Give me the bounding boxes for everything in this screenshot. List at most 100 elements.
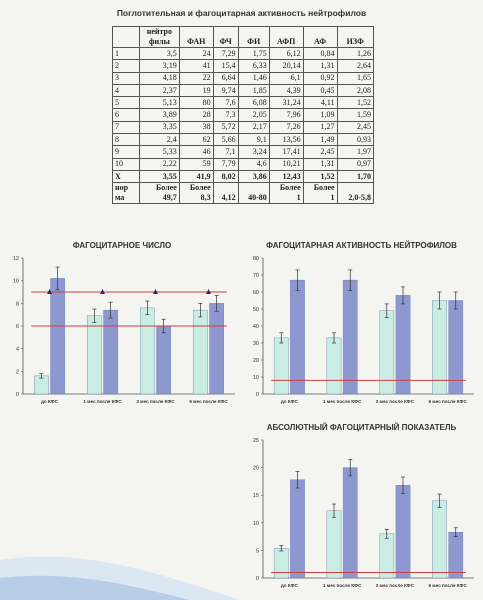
bar [33, 375, 49, 395]
table-row: X 3,55 41,9 8,02 3,86 12,43 1,52 1,70 [112, 169, 375, 184]
table-cell: 7,96 [268, 108, 304, 122]
chart-title: ФАГОЦИТАРНАЯ АКТИВНОСТЬ НЕЙТРОФИЛОВ [266, 241, 457, 250]
table-cell: 1,52 [336, 96, 375, 110]
table-cell: 3,19 [139, 59, 180, 73]
table-cell: 8 [112, 133, 140, 147]
table-cell: 3,24 [237, 145, 270, 159]
y-tick-label: 40 [253, 324, 259, 330]
table-cell: 59 [178, 157, 214, 171]
table-cell: Более 49,7 [139, 182, 180, 205]
chart-title: ФАГОЦИТАРНОЕ ЧИСЛО [73, 241, 172, 250]
table-cell: 1,31 [302, 59, 338, 73]
table-cell: 1,70 [336, 169, 375, 184]
x-tick-label: 3 мес после КФС [376, 399, 415, 404]
table-cell: 1,09 [302, 108, 338, 122]
bar [139, 307, 155, 395]
bar [342, 467, 358, 579]
bar [395, 295, 411, 395]
table-cell: Более 1 [302, 182, 338, 205]
table-cell: 4,39 [268, 83, 304, 98]
table-cell: 3,35 [139, 120, 180, 135]
table-cell: 3,55 [139, 169, 180, 184]
y-tick-label: 0 [256, 392, 259, 398]
table-cell: 1,59 [336, 108, 375, 122]
y-tick-label: 10 [253, 375, 259, 381]
table-cell: нор ма [112, 182, 140, 205]
table-row-norm: нор ма Более 49,7 Более 8,3 4,12 40-80 Более 1 Бол… [112, 182, 375, 205]
y-tick-label: 5 [256, 548, 259, 554]
table-cell: 2,45 [302, 145, 338, 159]
y-tick-label: 8 [16, 301, 19, 307]
table-cell: 4,18 [139, 71, 180, 85]
table-cell: 5,72 [212, 120, 239, 135]
table-cell: 2,0-5,8 [336, 182, 375, 205]
table-cell: 6,1 [268, 71, 304, 85]
bar [395, 485, 411, 579]
y-tick-label: 50 [253, 307, 259, 313]
y-tick-label: 60 [253, 290, 259, 296]
table-cell: 0,93 [336, 133, 375, 147]
table-cell: 17,41 [268, 145, 304, 159]
reference-marker [206, 289, 211, 294]
x-tick-label: 3 мес после КФС [376, 583, 415, 588]
x-tick-label: до КФС [41, 399, 59, 404]
table-cell: 40-80 [237, 182, 270, 205]
table-cell: 3 [112, 71, 140, 85]
y-tick-label: 20 [253, 466, 259, 472]
table-cell: 2,17 [237, 120, 270, 135]
bar [379, 310, 395, 395]
table-cell: 9,1 [237, 133, 270, 147]
column-header: АФ [302, 26, 338, 48]
table-cell: 1,46 [237, 71, 270, 85]
table-cell: 1,75 [237, 46, 270, 61]
bar [326, 337, 342, 395]
bar [273, 547, 289, 579]
reference-marker [47, 289, 52, 294]
bar [103, 309, 119, 395]
table-cell: 3,86 [237, 169, 270, 184]
y-tick-label: 2 [16, 369, 19, 375]
bar [432, 500, 447, 579]
bar [290, 279, 305, 395]
table-cell: 0,97 [336, 157, 375, 171]
table-cell: 5,33 [139, 145, 180, 159]
table-cell: 7,3 [212, 108, 239, 122]
table-row: 10 2,22 59 7,79 4,6 10,21 1,31 0,97 [112, 157, 375, 171]
bar [50, 278, 66, 395]
table-cell: 15,4 [212, 59, 239, 73]
table-row: 8 2,4 62 5,66 9,1 13,56 1,49 0,93 [112, 133, 375, 147]
y-tick-label: 15 [253, 493, 259, 499]
x-tick-label: 1 мес после КФС [83, 399, 122, 404]
table-cell: 62 [178, 133, 214, 147]
bar [326, 510, 342, 579]
table-cell: 28 [178, 108, 214, 122]
table-cell: 5,13 [139, 96, 180, 110]
table-cell: 3,89 [139, 108, 180, 122]
table-cell: 1,85 [237, 83, 270, 98]
table-cell: 7,29 [212, 46, 239, 61]
table-cell: 2,4 [139, 133, 180, 147]
table-cell: 4,11 [302, 96, 338, 110]
table-row: 7 3,35 38 5,72 2,17 7,26 1,27 2,45 [112, 120, 375, 135]
table-row: 2 3,19 41 15,4 6,33 20,14 1,31 2,64 [112, 59, 375, 73]
bar [86, 315, 102, 395]
y-tick-label: 80 [253, 256, 259, 262]
table-cell: 2,05 [237, 108, 270, 122]
table-cell: 41,9 [178, 169, 214, 184]
y-tick-label: 30 [253, 341, 259, 347]
table-cell: 7,26 [268, 120, 304, 135]
column-header: ФИ [237, 26, 270, 48]
table-row: 9 5,33 46 7,1 3,24 17,41 2,45 1,97 [112, 145, 375, 159]
table-cell: 80 [178, 96, 214, 110]
table-cell: 6,08 [237, 96, 270, 110]
table-cell: 2,22 [139, 157, 180, 171]
table-cell: 4,12 [212, 182, 239, 205]
y-tick-label: 0 [256, 576, 259, 582]
column-header: ИЗФ [336, 26, 375, 48]
y-tick-label: 20 [253, 358, 259, 364]
bar [209, 303, 225, 395]
x-tick-label: 3 мес после КФС [136, 399, 175, 404]
y-tick-label: 12 [13, 256, 19, 262]
table-cell: 2,45 [336, 120, 375, 135]
table-cell: 1,31 [302, 157, 338, 171]
